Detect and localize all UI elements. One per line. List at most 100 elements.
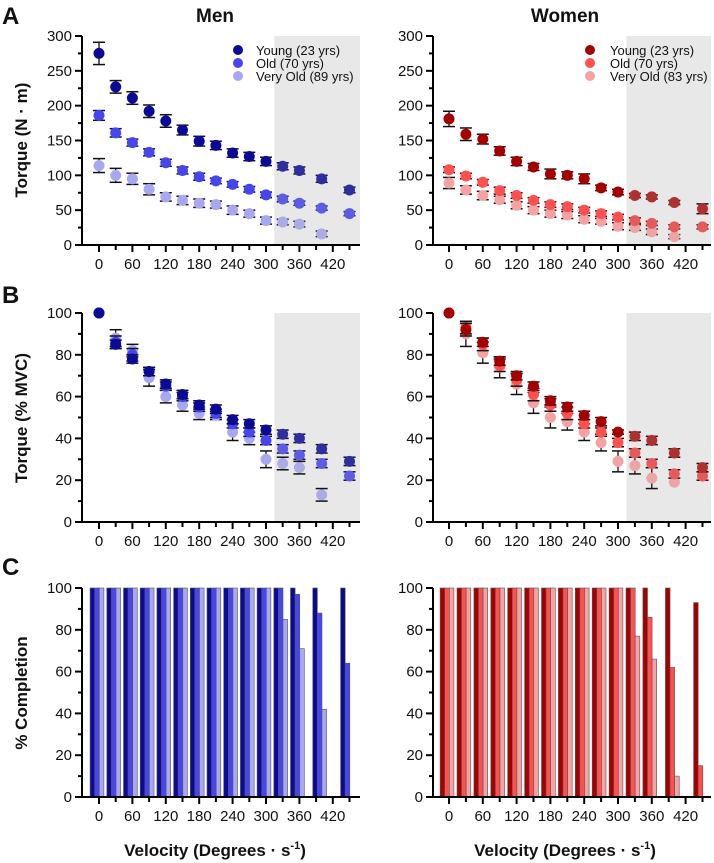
a-women-point-series-1 xyxy=(629,215,641,227)
a-women-x-tick-label: 420 xyxy=(673,256,698,273)
b-women-point-series-0 xyxy=(612,426,624,438)
b-women-point-series-0 xyxy=(561,401,573,413)
a-women-point-series-0 xyxy=(528,161,539,173)
c-men-x-tick-label: 360 xyxy=(287,808,312,825)
c-men-y-tick-label: 20 xyxy=(55,747,72,764)
b-women-point-series-2 xyxy=(595,437,607,449)
a-women-point-series-1 xyxy=(528,194,539,206)
c-men-bar-series-1 xyxy=(244,587,250,798)
a-men-point-series-0 xyxy=(160,115,172,127)
a-men-point-series-2 xyxy=(93,160,105,172)
a-women-shaded-region xyxy=(626,36,711,245)
c-men-bar-series-0 xyxy=(206,587,212,798)
a-men-point-series-2 xyxy=(160,191,172,203)
c-women-bar-series-0 xyxy=(439,587,446,798)
c-women-bar-series-1 xyxy=(511,587,518,798)
b-men-point-series-0 xyxy=(143,366,155,378)
legend-men-old-label: Old (70 yrs) xyxy=(256,56,324,71)
b-women-point-series-0 xyxy=(578,409,590,421)
b-women-point-series-0 xyxy=(697,462,708,474)
a-men-x-tick-label: 120 xyxy=(153,256,178,273)
a-women-point-series-2 xyxy=(578,213,590,225)
c-women-bar-series-2 xyxy=(601,587,607,798)
c-men-bar-series-2 xyxy=(215,587,222,798)
a-men-point-series-2 xyxy=(260,215,272,227)
b-men-x-tick-label: 360 xyxy=(287,533,312,550)
c-women-bar-series-1 xyxy=(562,587,568,798)
b-men-y-tick-label: 40 xyxy=(55,430,72,447)
c-men-bar-series-1 xyxy=(177,587,184,798)
a-men-point-series-0 xyxy=(260,155,272,167)
a-men-point-series-1 xyxy=(177,164,188,176)
a-women-point-series-0 xyxy=(646,191,658,203)
c-women-bar-series-0 xyxy=(625,587,631,798)
b-women-point-series-0 xyxy=(443,307,455,319)
c-men-y-tick-label: 0 xyxy=(64,789,72,806)
c-men-x-tick-label: 60 xyxy=(124,808,141,825)
b-men-point-series-1 xyxy=(316,457,328,469)
a-women-point-series-2 xyxy=(528,204,539,216)
b-women-point-series-0 xyxy=(595,416,607,428)
b-women-y-tick-label: 60 xyxy=(406,389,423,406)
a-men-point-series-1 xyxy=(316,202,328,214)
a-men-x-tick-label: 240 xyxy=(220,256,245,273)
a-women-point-series-0 xyxy=(477,133,489,145)
b-men-y-tick-label: 80 xyxy=(55,347,72,364)
c-women-bar-series-2 xyxy=(448,587,455,798)
c-men-bar-series-0 xyxy=(173,587,179,798)
c-men-bar-series-0 xyxy=(340,587,346,798)
b-men-point-series-2 xyxy=(177,399,188,411)
a-men-point-series-0 xyxy=(193,135,205,147)
c-women-bar-series-1 xyxy=(596,587,602,798)
b-men-point-series-0 xyxy=(277,428,289,440)
a-women-y-tick-label: 200 xyxy=(398,98,423,115)
column-title-women: Women xyxy=(531,6,599,27)
c-men-x-tick-label: 240 xyxy=(220,808,245,825)
a-men-y-tick-label: 0 xyxy=(64,237,72,254)
c-men-bar-series-0 xyxy=(240,587,246,798)
b-men-point-series-2 xyxy=(293,462,305,474)
a-women-point-series-0 xyxy=(595,182,607,194)
c-men-bar-series-1 xyxy=(278,587,284,798)
b-women-point-series-1 xyxy=(528,389,539,401)
c-women-bar-series-0 xyxy=(473,587,479,798)
c-men-bar-series-1 xyxy=(194,587,200,798)
legend-men-very-old-marker xyxy=(233,71,243,81)
a-men-point-series-1 xyxy=(260,189,272,201)
c-women-bar-series-0 xyxy=(490,587,496,798)
a-men-x-tick-label: 420 xyxy=(320,256,345,273)
b-men-y-tick-label: 0 xyxy=(64,514,72,531)
a-men-y-tick-label: 100 xyxy=(47,167,72,184)
c-men-bar-series-0 xyxy=(273,587,279,798)
a-women-point-series-2 xyxy=(511,199,523,211)
c-men-bar-series-1 xyxy=(144,587,150,798)
c-men-y-tick-label: 80 xyxy=(55,622,72,639)
c-women-y-tick-label: 0 xyxy=(415,789,423,806)
b-women-point-series-0 xyxy=(544,395,556,407)
x-axis-title-women-sup: -1 xyxy=(640,840,650,852)
c-women-bar-series-0 xyxy=(558,587,564,798)
a-men-point-series-0 xyxy=(316,173,328,185)
c-men-bar-series-1 xyxy=(94,587,100,798)
c-women-bar-series-0 xyxy=(693,602,699,798)
c-men-bar-series-0 xyxy=(290,587,296,798)
c-women-x-tick-label: 240 xyxy=(572,808,597,825)
b-women-point-series-2 xyxy=(668,476,680,488)
b-women-y-tick-label: 100 xyxy=(398,305,423,322)
b-women-point-series-2 xyxy=(544,412,556,423)
a-men-point-series-0 xyxy=(110,81,122,93)
c-women-bar-series-2 xyxy=(584,587,590,798)
c-men-x-tick-label: 180 xyxy=(187,808,212,825)
c-men-bar-series-0 xyxy=(156,587,162,798)
legend-men-old-marker xyxy=(233,58,243,68)
a-men-y-tick-label: 150 xyxy=(47,133,72,150)
a-men-point-series-0 xyxy=(344,184,355,196)
a-women-point-series-1 xyxy=(578,204,590,216)
b-men-x-tick-label: 60 xyxy=(124,533,141,550)
a-men-y-tick-label: 300 xyxy=(47,28,72,45)
b-women-point-series-1 xyxy=(629,447,641,459)
c-women-y-tick-label: 20 xyxy=(406,747,423,764)
a-women-point-series-0 xyxy=(629,190,641,202)
b-women-point-series-1 xyxy=(578,418,590,430)
